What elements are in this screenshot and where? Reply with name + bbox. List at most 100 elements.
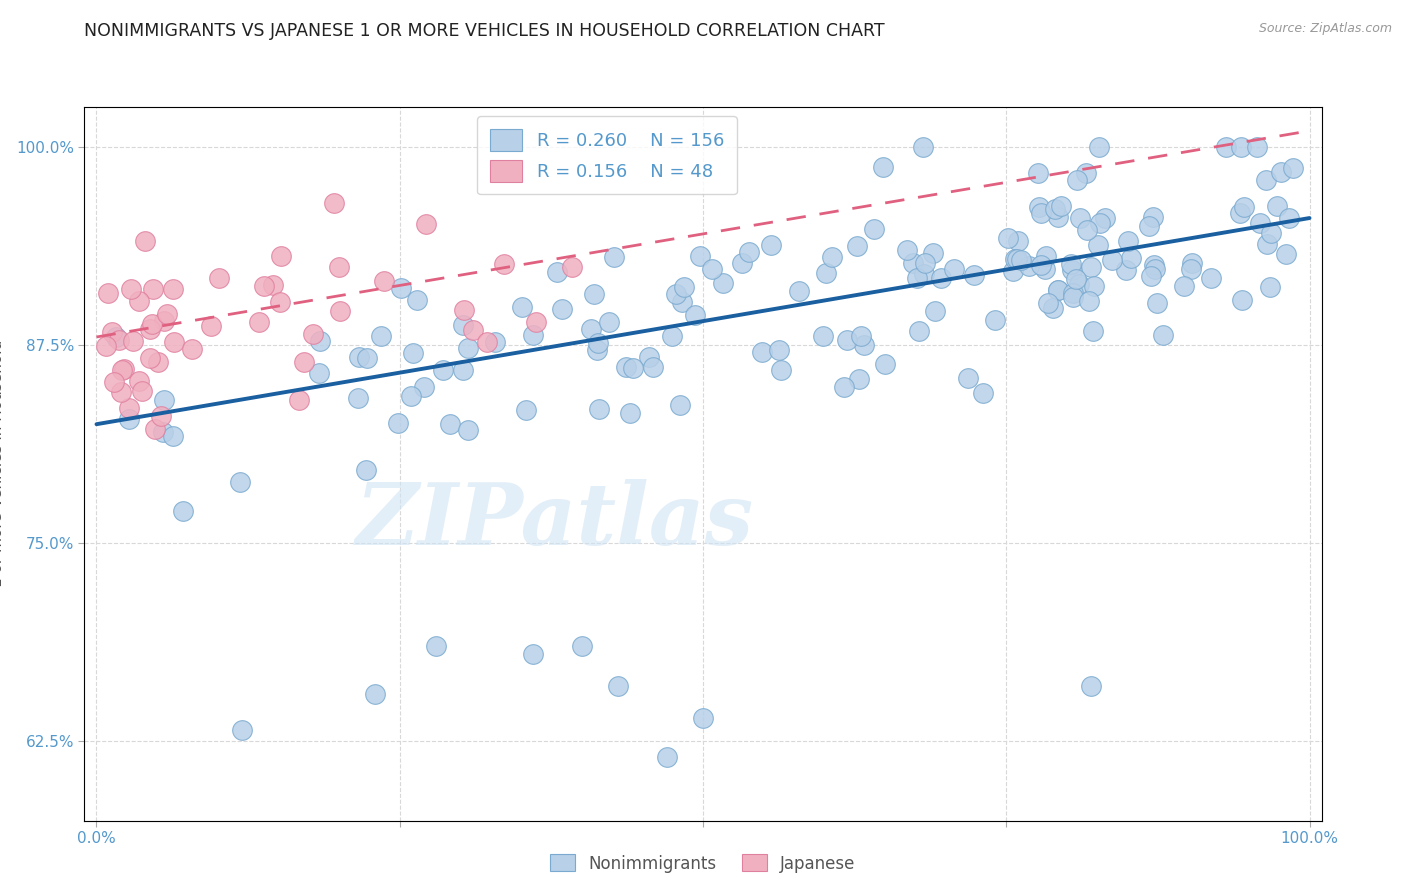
Point [522, 328, 544, 343]
Point [141, 317, 163, 331]
Point [1076, 223, 1098, 237]
Point [406, 293, 429, 308]
Point [412, 380, 434, 394]
Point [598, 315, 620, 329]
Point [322, 196, 344, 211]
Point [619, 406, 641, 420]
Point [1005, 252, 1028, 267]
Point [1152, 328, 1174, 343]
Point [1047, 283, 1070, 297]
Point [288, 393, 311, 408]
Point [415, 217, 437, 231]
Point [689, 249, 711, 263]
Point [1042, 301, 1064, 315]
Point [942, 261, 965, 276]
Point [873, 357, 896, 371]
Point [997, 230, 1019, 244]
Point [302, 327, 325, 342]
Point [1080, 679, 1102, 693]
Point [1230, 293, 1253, 307]
Point [1067, 277, 1090, 291]
Point [849, 329, 872, 343]
Point [128, 374, 150, 388]
Point [1047, 210, 1070, 224]
Point [1078, 293, 1101, 308]
Point [128, 293, 150, 308]
Point [457, 423, 479, 437]
Point [665, 286, 688, 301]
Point [1256, 236, 1278, 251]
Point [768, 343, 790, 357]
Point [1246, 139, 1268, 153]
Point [896, 243, 918, 257]
Point [1116, 234, 1139, 248]
Point [101, 325, 124, 339]
Point [103, 375, 125, 389]
Point [1260, 279, 1282, 293]
Point [862, 222, 884, 236]
Point [603, 251, 626, 265]
Point [1047, 283, 1070, 297]
Point [107, 333, 129, 347]
Point [425, 639, 447, 653]
Point [1143, 262, 1166, 277]
Point [671, 294, 693, 309]
Point [134, 234, 156, 248]
Point [461, 322, 484, 336]
Point [524, 315, 547, 329]
Point [972, 385, 994, 400]
Point [370, 328, 392, 343]
Point [1083, 324, 1105, 338]
Point [172, 504, 194, 518]
Point [142, 283, 165, 297]
Point [494, 257, 516, 271]
Point [835, 333, 858, 347]
Point [638, 350, 661, 364]
Point [1265, 199, 1288, 213]
Point [661, 328, 683, 343]
Point [769, 362, 792, 376]
Point [1007, 234, 1029, 248]
Point [546, 265, 568, 279]
Point [1140, 269, 1163, 284]
Point [1270, 165, 1292, 179]
Point [571, 639, 593, 653]
Point [153, 314, 176, 328]
Point [484, 334, 506, 349]
Point [583, 287, 606, 301]
Point [143, 422, 166, 436]
Point [588, 401, 610, 416]
Point [1230, 139, 1253, 153]
Y-axis label: 1 or more Vehicles in Household: 1 or more Vehicles in Household [0, 340, 4, 588]
Point [262, 278, 284, 293]
Point [451, 363, 474, 377]
Point [1180, 256, 1202, 270]
Point [1229, 206, 1251, 220]
Point [457, 341, 479, 355]
Point [1043, 202, 1066, 217]
Point [354, 463, 377, 477]
Point [912, 267, 935, 281]
Point [905, 270, 928, 285]
Point [607, 679, 630, 693]
Point [1143, 258, 1166, 272]
Point [1064, 271, 1087, 285]
Point [1069, 211, 1091, 225]
Point [922, 245, 945, 260]
Point [1074, 166, 1097, 180]
Point [846, 239, 869, 253]
Point [692, 710, 714, 724]
Point [120, 282, 142, 296]
Point [1119, 251, 1142, 265]
Point [731, 256, 754, 270]
Point [848, 372, 870, 386]
Point [1028, 200, 1050, 214]
Point [814, 267, 837, 281]
Legend: Nonimmigrants, Japanese: Nonimmigrants, Japanese [544, 847, 862, 880]
Legend: R = 0.260    N = 156, R = 0.156    N = 48: R = 0.260 N = 156, R = 0.156 N = 48 [477, 116, 737, 194]
Point [579, 322, 602, 336]
Point [1101, 253, 1123, 268]
Point [138, 351, 160, 365]
Point [1173, 278, 1195, 293]
Point [1233, 200, 1256, 214]
